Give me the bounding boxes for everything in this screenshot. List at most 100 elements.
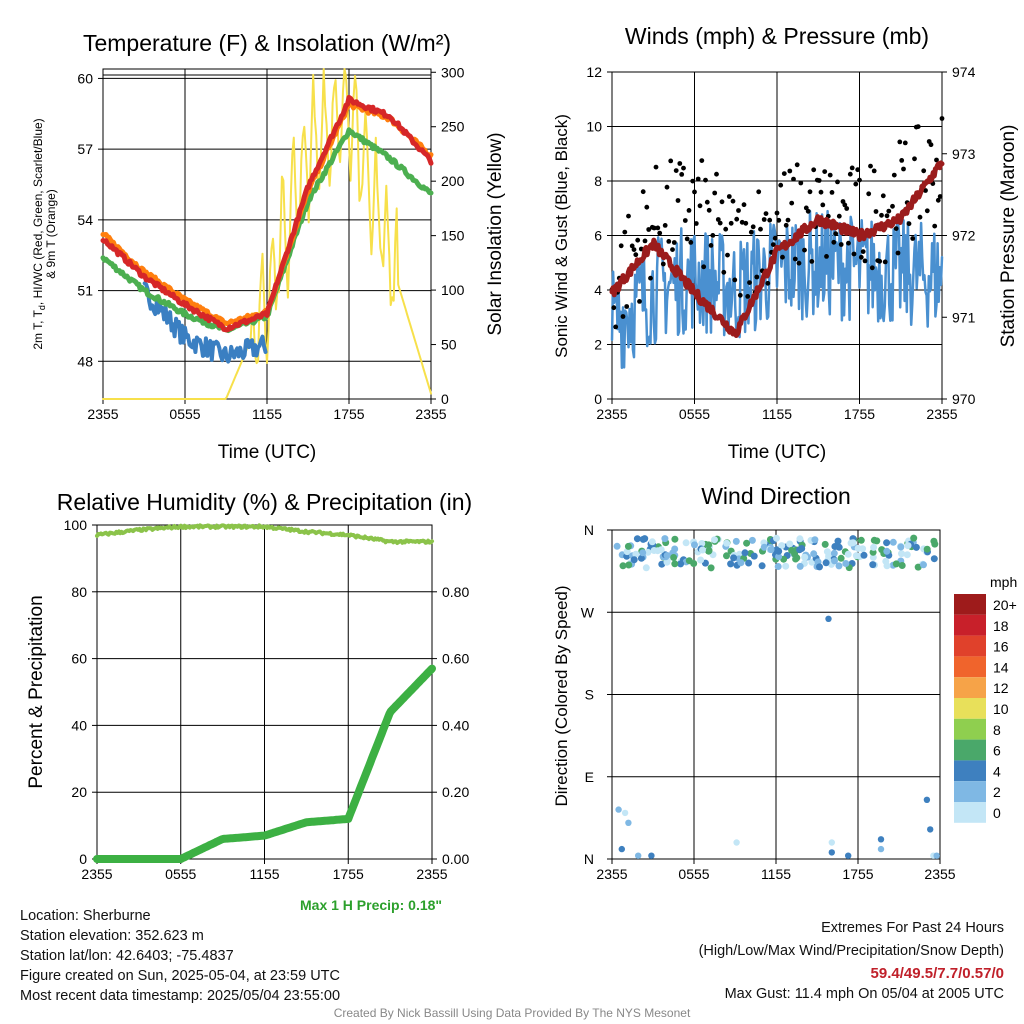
direction-point: [639, 549, 647, 557]
gust-point: [855, 167, 861, 173]
location-text: Location: Sherburne: [20, 908, 151, 924]
x-axis-label: Time (UTC): [728, 442, 827, 463]
direction-point: [883, 547, 891, 555]
gust-point: [633, 252, 639, 258]
direction-point: [630, 556, 638, 564]
legend-swatch: [954, 677, 986, 698]
direction-point: [615, 806, 622, 813]
gust-point: [655, 225, 661, 231]
direction-point: [904, 542, 912, 550]
y-right-tick-label: 250: [441, 119, 465, 135]
direction-point: [743, 539, 751, 547]
direction-point: [648, 852, 655, 859]
gust-point: [811, 167, 817, 173]
gust-point: [787, 168, 793, 174]
direction-point: [663, 558, 671, 566]
y-tick-label: 0: [594, 391, 602, 407]
direction-point: [842, 560, 850, 567]
direction-point: [619, 562, 627, 570]
direction-point: [760, 543, 768, 551]
gust-point: [682, 218, 688, 223]
direction-point: [930, 555, 938, 563]
y-tick-label: 100: [64, 517, 88, 533]
gust-point: [715, 217, 721, 222]
direction-point: [650, 547, 658, 554]
gust-point: [637, 299, 642, 304]
legend-swatch: [954, 802, 986, 823]
gust-point: [780, 254, 785, 260]
direction-point: [677, 560, 685, 568]
direction-point: [882, 557, 890, 565]
direction-point: [705, 547, 713, 555]
y-right-tick-label: 150: [441, 228, 465, 244]
direction-point: [773, 534, 780, 542]
chart-title: Wind Direction: [701, 483, 851, 509]
direction-point: [796, 562, 804, 570]
direction-point: [730, 554, 738, 562]
gust-point: [763, 211, 769, 217]
direction-point: [621, 809, 629, 817]
direction-point: [920, 561, 927, 569]
legend-label: 6: [993, 743, 1001, 759]
gust-point: [710, 233, 716, 238]
gust-point: [915, 124, 921, 129]
gust-point: [651, 225, 657, 231]
gust-point: [820, 202, 826, 208]
x-tick-label: 1755: [842, 866, 873, 882]
gust-point: [686, 208, 692, 213]
direction-point: [625, 819, 632, 826]
gust-point: [770, 242, 776, 248]
gust-point: [712, 190, 718, 196]
legend-label: 10: [993, 701, 1009, 717]
gust-point: [703, 177, 708, 183]
direction-point: [898, 550, 905, 558]
gust-point: [906, 221, 912, 227]
x-tick-label: 0555: [165, 866, 196, 882]
direction-point: [618, 845, 625, 853]
gust-point: [818, 189, 824, 195]
gust-point: [717, 220, 723, 226]
gust-point: [827, 172, 833, 178]
direction-point: [698, 540, 706, 547]
y-right-tick-label: 972: [952, 228, 976, 244]
gust-point: [756, 189, 762, 195]
y-right-tick-label: 100: [441, 282, 465, 298]
direction-point: [834, 537, 842, 545]
direction-point: [633, 535, 641, 543]
direction-point: [892, 560, 900, 568]
direction-point: [758, 562, 766, 570]
x-tick-label: 2355: [926, 406, 957, 422]
direction-point: [786, 540, 794, 548]
series-line-wc: [142, 281, 268, 364]
gust-point: [937, 194, 943, 199]
direction-point: [644, 548, 652, 556]
gust-point: [624, 304, 630, 309]
y-axis-label: Percent & Precipitation: [26, 595, 47, 788]
y-tick-label: E: [585, 769, 594, 785]
gust-point: [629, 243, 635, 249]
direction-point: [828, 849, 835, 856]
legend-label: 2: [993, 784, 1001, 800]
gust-point: [776, 217, 782, 223]
direction-point: [852, 552, 860, 560]
gust-point: [921, 168, 927, 174]
direction-point: [923, 796, 931, 803]
direction-point: [870, 543, 878, 551]
direction-point: [837, 554, 845, 562]
direction-point: [750, 552, 758, 560]
direction-point: [670, 554, 678, 561]
direction-point: [825, 615, 832, 622]
direction-point: [613, 542, 621, 550]
gust-point: [853, 181, 859, 187]
y-right-tick-label: 971: [952, 309, 976, 325]
gust-point: [714, 171, 719, 177]
gust-point: [646, 227, 652, 232]
gust-point: [695, 176, 701, 182]
gust-point: [774, 210, 780, 216]
x-tick-label: 1155: [762, 406, 792, 422]
gust-point: [657, 230, 663, 236]
gust-point: [794, 162, 800, 168]
gust-point: [739, 219, 745, 225]
